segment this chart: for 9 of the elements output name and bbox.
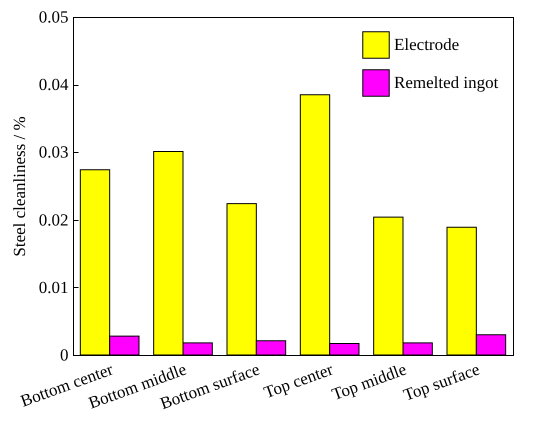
y-tick-label: 0.02 <box>38 210 68 230</box>
y-tick-label: 0.04 <box>38 75 69 94</box>
y-axis-title: Steel cleanliness / % <box>10 116 29 257</box>
y-tick-label: 0.05 <box>38 8 68 26</box>
legend-label: Remelted ingot <box>394 73 499 92</box>
y-tick-label: 0.03 <box>38 142 68 162</box>
legend-label: Electrode <box>394 35 460 54</box>
y-tick-label: 0.01 <box>38 278 68 297</box>
y-tick-label: 0 <box>60 346 68 364</box>
